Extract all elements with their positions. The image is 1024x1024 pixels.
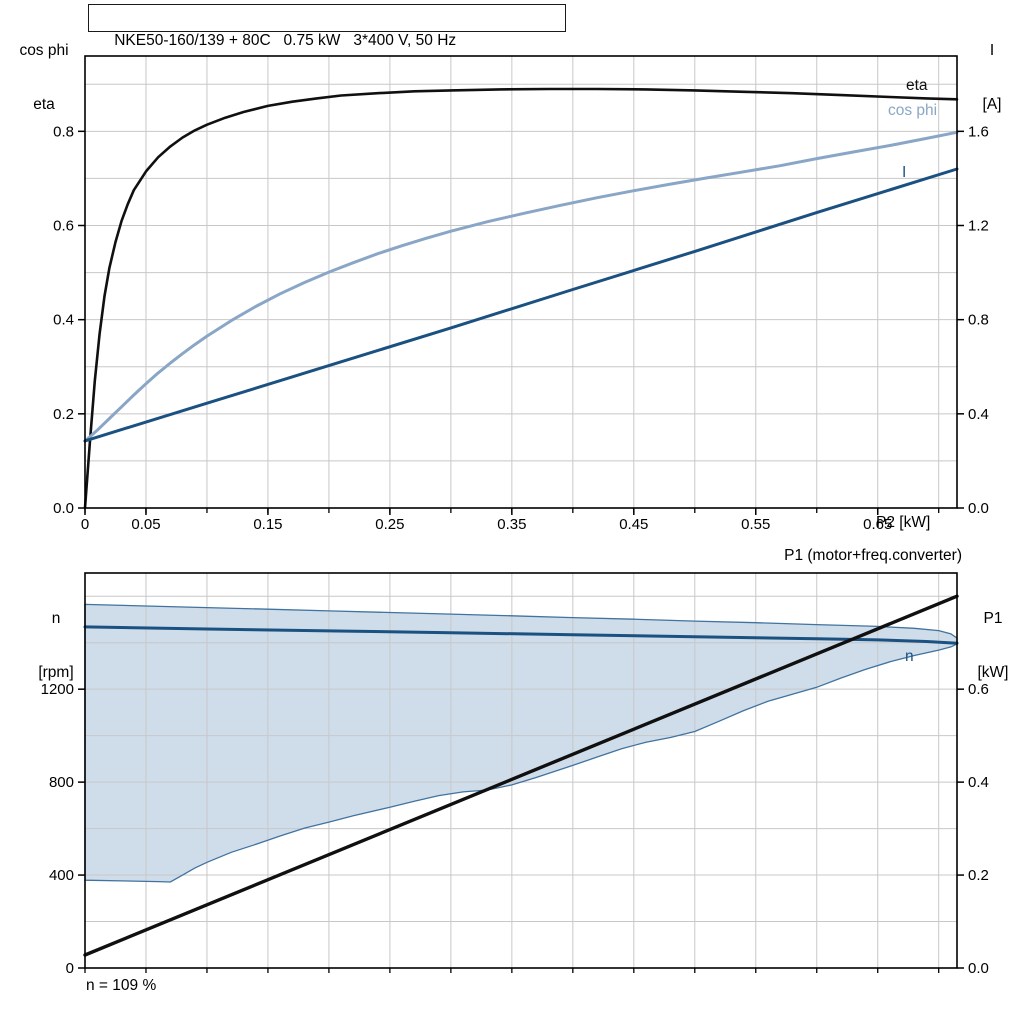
y-tick-right-label: 0.0 — [968, 500, 989, 517]
y-tick-left-label: 0.0 — [53, 500, 74, 517]
left-axis-label-bottom-chart: n [rpm] — [22, 574, 90, 718]
speed-control-range-edge — [84, 603, 958, 883]
x-tick-label: 0.15 — [253, 516, 282, 533]
speed-axis-label-line1: n — [51, 610, 61, 627]
plot-frame — [84, 55, 958, 509]
left-axis-label-top-chart: cos phi eta — [8, 6, 80, 150]
x-axis-label: P2 [kW] — [876, 514, 931, 531]
series-p1-motor-freq-converter- — [83, 594, 959, 957]
series-n — [83, 625, 959, 645]
series-i — [83, 167, 959, 443]
y-tick-right-label: 1.2 — [968, 218, 989, 235]
speed-control-range-fill — [85, 604, 957, 882]
x-tick-label: 0.25 — [375, 516, 404, 533]
series-cos-phi — [83, 130, 959, 443]
speed-curve-label: n — [905, 648, 914, 665]
y-tick-left-label: 0 — [66, 960, 74, 977]
x-tick-label: 0.35 — [497, 516, 526, 533]
series-eta — [83, 87, 959, 510]
y-tick-left-label: 400 — [49, 867, 74, 884]
right-axis-label-top-chart: I [A] — [964, 6, 1020, 150]
y-tick-right-label: 1.6 — [968, 123, 989, 140]
y-tick-left-label: 1200 — [41, 681, 74, 698]
right-axis-label-line2: [A] — [982, 96, 1002, 113]
left-axis-label-line1: cos phi — [19, 42, 69, 59]
right-axis-label-bottom-chart: P1 [kW] — [964, 574, 1022, 718]
plot-frame — [84, 572, 958, 969]
x-tick-label: 0.65 — [863, 516, 892, 533]
chart-title-box: NKE50-160/139 + 80C 0.75 kW 3*400 V, 50 … — [88, 4, 566, 49]
y-tick-right-label: 0.8 — [968, 312, 989, 329]
y-tick-right-label: 0.2 — [968, 867, 989, 884]
cos-phi-curve-label: cos phi — [888, 102, 938, 119]
p1-axis-label-line1: P1 — [983, 610, 1003, 627]
y-tick-left-label: 0.6 — [53, 218, 74, 235]
x-tick-label: 0.05 — [131, 516, 160, 533]
right-axis-label-line1: I — [989, 42, 995, 59]
p1-line-label: P1 (motor+freq.converter) — [784, 547, 962, 564]
y-tick-left-label: 0.8 — [53, 123, 74, 140]
speed-axis-label-line2: [rpm] — [38, 664, 74, 681]
eta-curve-label: eta — [906, 77, 928, 94]
y-tick-right-label: 0.6 — [968, 681, 989, 698]
y-tick-right-label: 0.4 — [968, 774, 989, 791]
x-tick-label: 0.55 — [741, 516, 770, 533]
current-curve-label: I — [902, 164, 907, 181]
x-tick-label: 0 — [81, 516, 89, 533]
x-tick-label: 0.45 — [619, 516, 648, 533]
speed-note: n = 109 % — [86, 977, 157, 994]
p1-axis-label-line2: [kW] — [977, 664, 1009, 681]
y-tick-right-label: 0.0 — [968, 960, 989, 977]
y-tick-left-label: 0.4 — [53, 312, 74, 329]
y-tick-left-label: 0.2 — [53, 406, 74, 423]
y-tick-right-label: 0.4 — [968, 406, 989, 423]
y-tick-left-label: 800 — [49, 774, 74, 791]
chart-title: NKE50-160/139 + 80C 0.75 kW 3*400 V, 50 … — [114, 32, 457, 49]
left-axis-label-line2: eta — [33, 96, 55, 113]
